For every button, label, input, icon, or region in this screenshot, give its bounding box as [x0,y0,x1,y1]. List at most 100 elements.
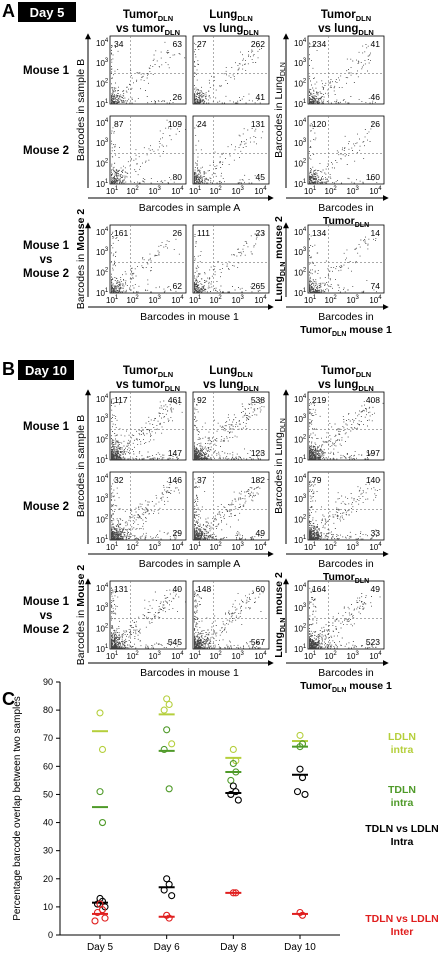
data-point [234,796,242,804]
count-top-right: 49 [371,584,381,594]
y-tick-exp: 3 [105,603,109,609]
y-tick-exp: 3 [303,494,307,500]
row-label: vs [40,254,53,266]
scatter-plot: 111 23 265 [192,224,270,294]
count-top-left: 134 [312,228,326,238]
x-axis-label: TumorDLN [323,571,369,585]
x-tick-label: 103 [347,651,360,661]
y-tick-label: 101 [96,288,109,298]
data-point [96,900,104,908]
panel-b-day-badge [18,360,74,380]
y-tick-label: 103 [96,58,109,68]
col-header-sub2: DLN [165,384,180,393]
data-point [96,788,104,796]
count-top-left: 92 [197,395,207,405]
y-tick-label: 101 [96,179,109,189]
y-axis-label-bold: Mouse 2 [75,565,87,607]
count-bottom-right: 265 [251,281,265,291]
data-point [296,765,304,773]
count-bottom-right: 123 [251,448,265,458]
col-header-line2: vs lungDLN [318,23,374,37]
y-tick-label: 103 [96,494,109,504]
y-tick-label: 20 [43,874,53,884]
count-top-right: 63 [173,39,183,49]
y-tick-label: 103 [294,247,307,257]
y-tick-label: 103 [294,603,307,613]
count-top-right: 262 [251,39,265,49]
data-point [163,726,171,734]
y-tick-label: 60 [43,761,53,771]
x-tick-label: 101 [304,651,317,661]
scatter-plot: 161 26 62 [109,224,187,294]
y-tick-exp: 4 [303,38,307,44]
y-tick-label: 101 [96,99,109,109]
y-tick-exp: 3 [105,138,109,144]
y-axis-label: Barcodes in LungDLN [273,418,287,514]
x-tick-label: 101 [189,186,202,196]
x-axis-label: Barcodes in [318,202,374,214]
x-tick-exp: 4 [378,295,382,301]
y-tick-label: 104 [96,394,109,404]
count-top-right: 408 [366,395,380,405]
x-tick-exp: 4 [263,295,267,301]
x-tick-exp: 2 [333,186,337,192]
x-tick-exp: 1 [198,295,202,301]
data-point [296,731,304,739]
count-top-left: 120 [312,119,326,129]
y-tick-label: 103 [294,58,307,68]
y-tick-exp: 2 [303,624,307,630]
y-tick-exp: 3 [303,138,307,144]
legend-label: Intra [391,836,414,848]
data-point [168,740,176,748]
data-point [93,900,102,908]
x-tick-label: 102 [127,295,140,305]
count-bottom-right: 147 [168,448,182,458]
y-tick-exp: 4 [105,583,109,589]
x-tick-label: 101 [106,295,119,305]
y-tick-exp: 3 [105,247,109,253]
plot-frame [109,224,187,294]
data-point [293,788,302,796]
y-axis-label-sub: DLN [280,262,287,276]
y-tick-label: 104 [96,118,109,128]
col-header-line2: vs lungDLN [318,379,374,393]
data-point [91,917,99,925]
count-top-left: 24 [197,119,207,129]
count-top-left: 148 [197,584,211,594]
scatter-plot: 87 109 80 [109,115,187,185]
x-axis-label: Barcodes in mouse 1 [140,311,239,323]
x-tick-label: 101 [189,295,202,305]
count-top-left: 131 [114,584,128,594]
count-bottom-right: 45 [256,172,266,182]
count-top-right: 40 [173,584,183,594]
y-tick-label: 70 [43,733,53,743]
col-header-sub1: DLN [158,14,173,23]
x-tick-label: 101 [304,186,317,196]
scatter-plot: 34 63 26 [109,35,187,105]
y-tick-label: 103 [294,138,307,148]
plot-frame [307,580,385,650]
count-bottom-right: 33 [371,528,381,538]
x-tick-label: Day 8 [220,942,247,953]
count-top-left: 34 [114,39,124,49]
y-axis-label: Barcodes in sample B [75,415,87,517]
x-tick-exp: 4 [378,651,382,657]
data-point [168,892,176,900]
x-tick-label: 103 [149,186,162,196]
y-tick-exp: 1 [105,288,109,294]
data-points [111,479,180,540]
data-point [160,706,168,714]
data-points [194,477,269,540]
data-points [111,587,186,649]
x-tick-label: Day 10 [284,942,316,953]
count-top-left: 32 [114,475,124,485]
col-header-sub1: DLN [237,14,252,23]
x-tick-exp: 2 [333,295,337,301]
legend-label: TDLN vs LDLN [365,823,439,835]
y-axis-label-sub: DLN [280,62,287,76]
x-tick-exp: 2 [135,186,139,192]
x-tick-label: Day 6 [154,942,181,953]
y-tick-label: 30 [43,846,53,856]
data-point [163,875,171,883]
